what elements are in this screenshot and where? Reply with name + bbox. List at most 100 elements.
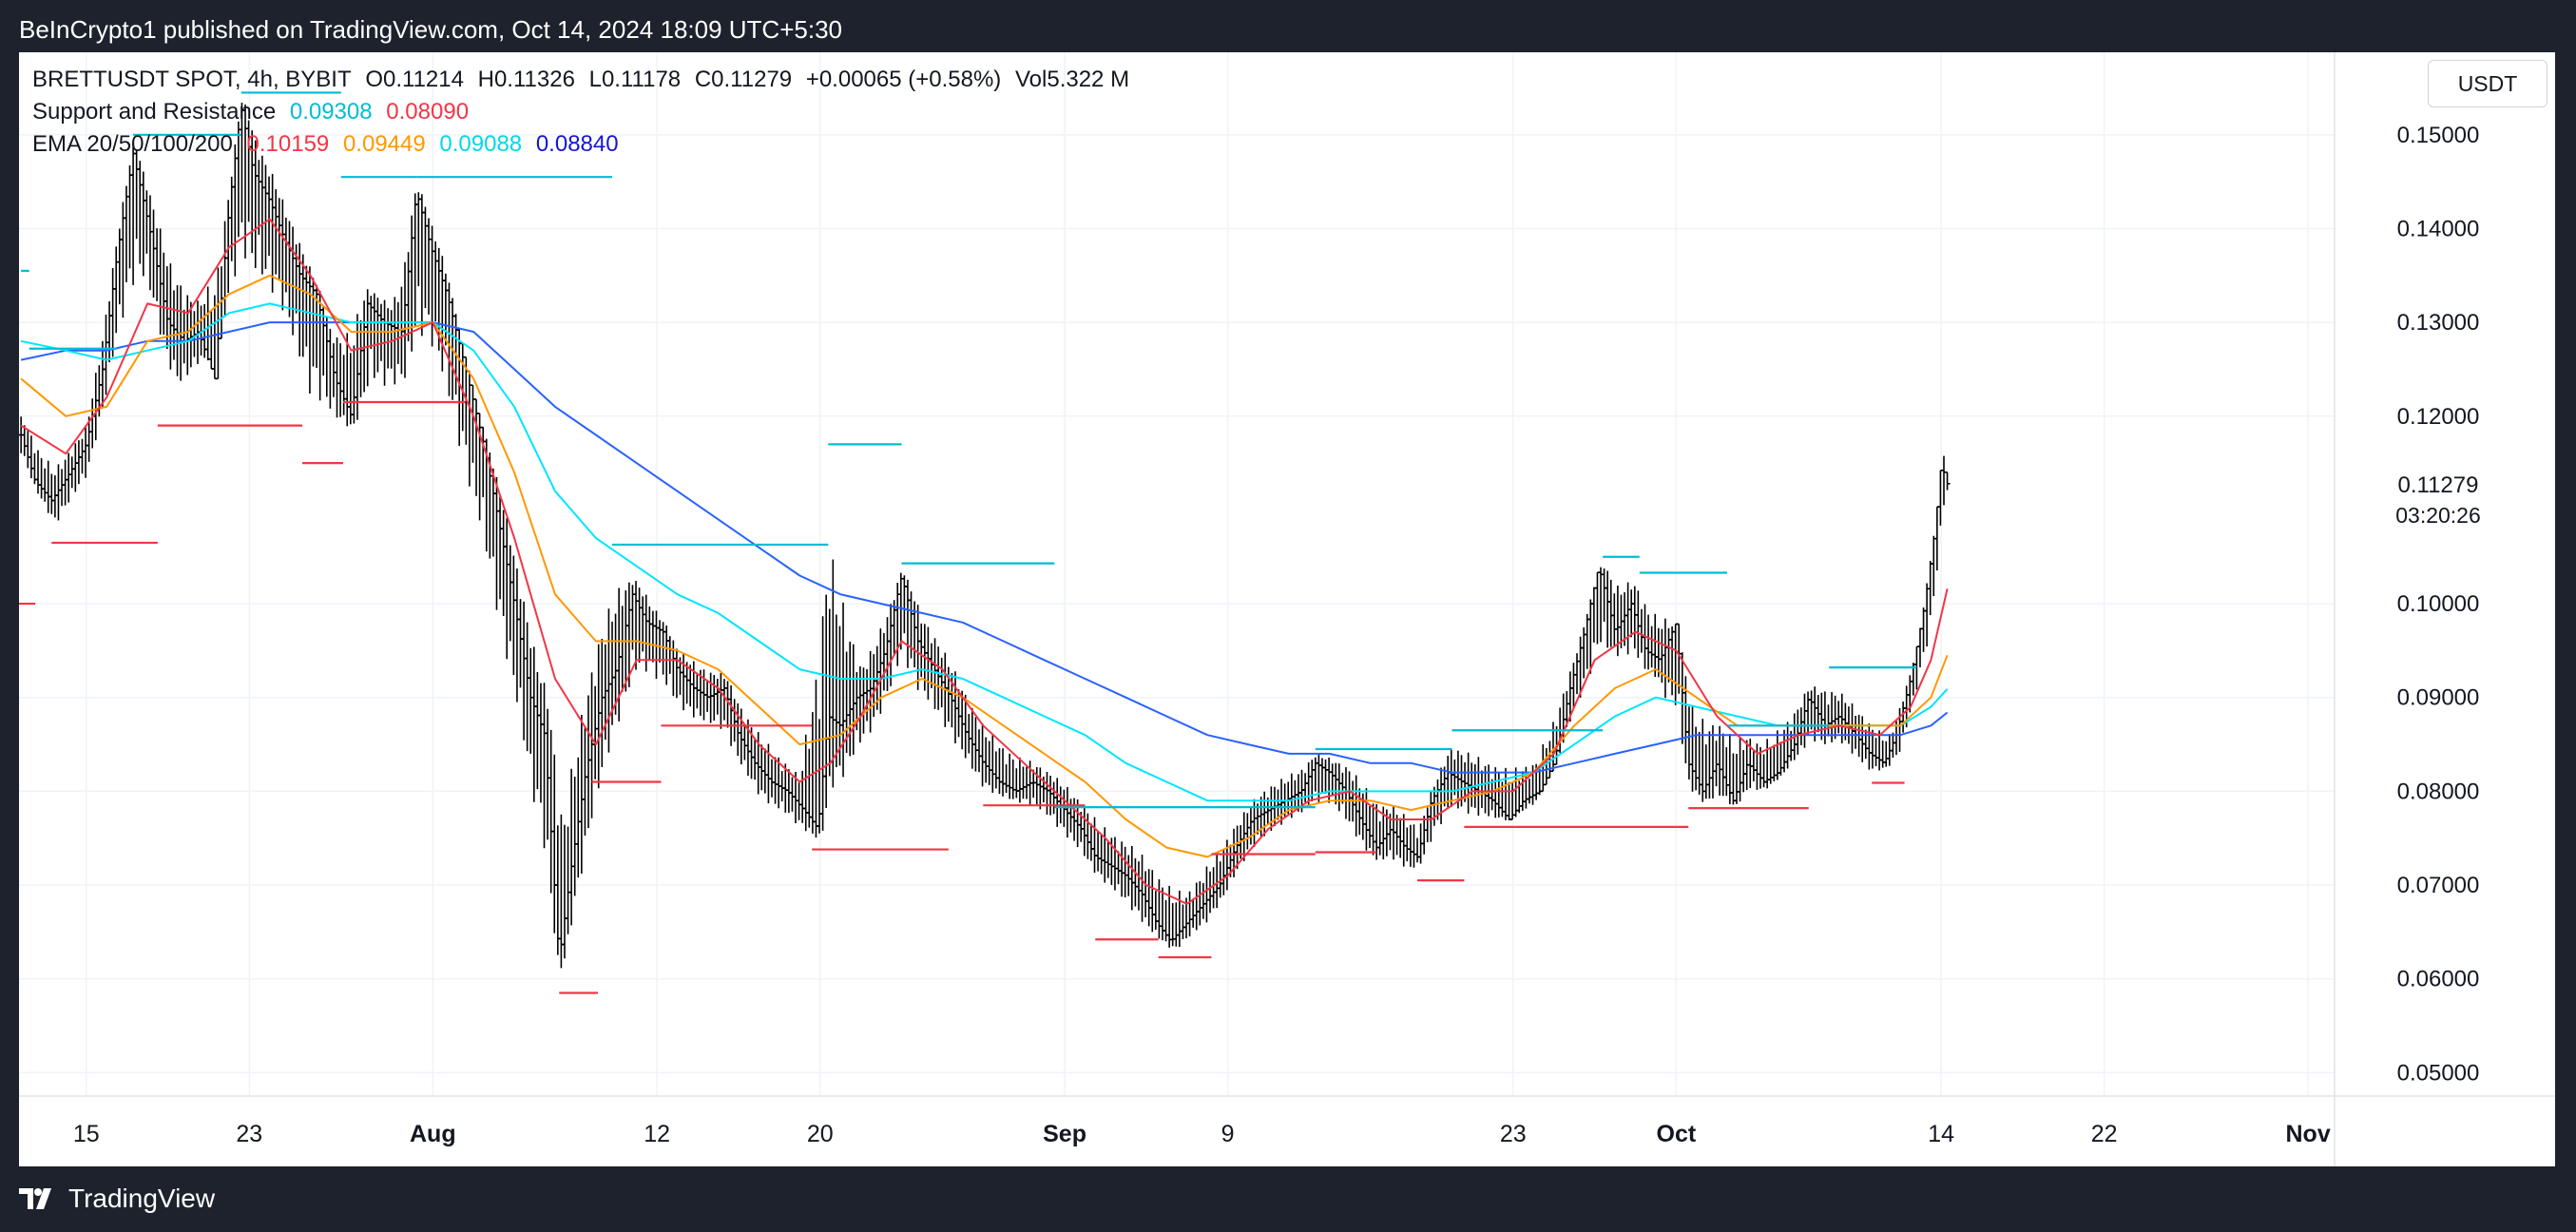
ema-legend-row[interactable]: EMA 20/50/100/200 0.10159 0.09449 0.0908… <box>32 128 1137 161</box>
chart-legend: BRETTUSDT SPOT, 4h, BYBIT O0.11214 H0.11… <box>32 64 1137 161</box>
sr-legend-row[interactable]: Support and Resistance 0.09308 0.08090 <box>32 96 1137 128</box>
candle <box>1717 725 1723 796</box>
candle <box>1353 775 1359 837</box>
candle <box>867 650 874 733</box>
candle <box>1801 693 1808 748</box>
candle <box>521 601 528 741</box>
candle <box>1007 753 1013 799</box>
candle <box>120 202 126 318</box>
candle <box>137 161 144 264</box>
candle <box>1020 766 1027 799</box>
sr-indicator-label[interactable]: Support and Resistance <box>32 99 277 125</box>
candle <box>588 672 595 818</box>
candle <box>402 261 408 378</box>
candle <box>1221 848 1227 895</box>
candle <box>1862 729 1869 760</box>
candle <box>28 435 34 479</box>
candle <box>1506 781 1512 820</box>
candle <box>262 164 269 269</box>
candle <box>1781 729 1788 773</box>
candle <box>154 228 161 301</box>
candle <box>1594 571 1601 645</box>
ema50-line <box>20 274 1949 858</box>
candle <box>412 193 418 327</box>
candle <box>1197 881 1203 926</box>
candle <box>1098 834 1105 875</box>
candle <box>1628 589 1635 638</box>
candle <box>1730 753 1737 805</box>
candle <box>68 456 75 489</box>
candle <box>840 602 847 778</box>
candle <box>157 228 163 335</box>
candle <box>1808 690 1815 730</box>
ema20-line <box>20 218 1949 905</box>
candle <box>752 738 759 780</box>
candle <box>92 373 99 441</box>
support-value: 0.08090 <box>386 99 470 125</box>
ema-indicator-label[interactable]: EMA 20/50/100/200 <box>32 131 233 157</box>
candle <box>860 667 867 734</box>
candle <box>714 679 721 715</box>
candle <box>1940 455 1947 506</box>
candle <box>1916 627 1923 667</box>
candle <box>1190 898 1197 928</box>
candle <box>1329 763 1336 796</box>
candle <box>42 468 48 502</box>
candle <box>646 606 653 661</box>
ema20-value: 0.10159 <box>246 131 330 157</box>
symbol-legend-row[interactable]: BRETTUSDT SPOT, 4h, BYBIT O0.11214 H0.11… <box>32 64 1137 96</box>
price-chart[interactable]: 0.15000 0.14000 0.13000 0.12000 0.10000 0.090… <box>19 52 2555 1166</box>
candle <box>1795 709 1801 755</box>
candle <box>1702 744 1709 799</box>
candle <box>62 459 68 506</box>
open-value: O0.11214 <box>365 67 464 92</box>
candle <box>1376 821 1383 856</box>
price-tick-label: 0.08000 <box>2397 779 2480 804</box>
candle <box>1821 691 1828 744</box>
candle <box>636 587 643 664</box>
candle <box>167 263 174 370</box>
candle <box>826 608 833 777</box>
candle <box>1937 469 1944 526</box>
candle <box>1624 582 1631 655</box>
candle <box>1648 626 1655 668</box>
candle <box>1669 626 1676 696</box>
candle <box>1024 766 1030 799</box>
close-value: C0.11279 <box>694 67 793 92</box>
candle <box>1081 806 1087 857</box>
candle <box>1723 747 1730 797</box>
candle <box>347 353 354 425</box>
candle <box>259 155 265 275</box>
candle <box>884 617 891 691</box>
candle <box>1367 806 1373 849</box>
tradingview-brand[interactable]: TradingView <box>19 1184 215 1214</box>
candle <box>673 648 680 699</box>
candle <box>354 314 360 420</box>
candle <box>306 266 313 394</box>
currency-button[interactable]: USDT <box>2428 60 2547 107</box>
candle <box>388 310 394 369</box>
candle <box>466 370 472 487</box>
candle <box>966 714 972 754</box>
current-price-tag: 0.11279 03:20:26 <box>2395 472 2481 528</box>
candle <box>1013 768 1020 799</box>
candle <box>422 206 429 309</box>
candle <box>1407 824 1413 867</box>
candle <box>1825 704 1832 737</box>
candle <box>779 771 785 802</box>
symbol-label[interactable]: BRETTUSDT SPOT, 4h, BYBIT <box>32 67 352 92</box>
candle <box>1931 535 1937 597</box>
candle <box>290 226 297 336</box>
candle <box>433 241 439 321</box>
candle <box>850 644 856 755</box>
candle <box>663 626 670 685</box>
candle <box>279 199 286 311</box>
candle <box>728 684 735 746</box>
candle <box>1152 891 1159 931</box>
candle <box>1346 771 1353 822</box>
candle <box>1876 730 1883 771</box>
time-tick-label: 22 <box>2091 1121 2118 1147</box>
candle <box>113 246 120 334</box>
candle <box>541 683 548 849</box>
candle <box>1180 904 1186 939</box>
